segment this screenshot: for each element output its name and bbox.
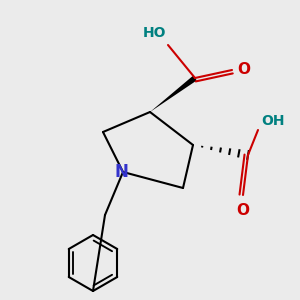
- Text: OH: OH: [261, 114, 284, 128]
- Text: N: N: [114, 163, 128, 181]
- Polygon shape: [150, 76, 197, 112]
- Text: O: O: [237, 62, 250, 77]
- Text: O: O: [236, 203, 250, 218]
- Text: HO: HO: [142, 26, 166, 40]
